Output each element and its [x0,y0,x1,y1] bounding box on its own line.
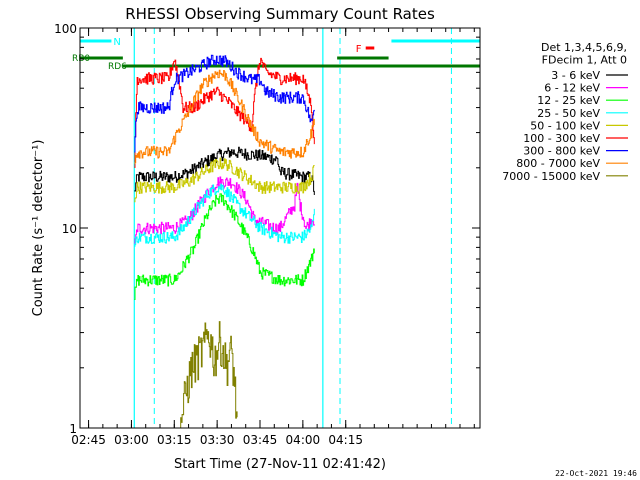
series-line-2 [134,193,315,300]
x-tick-label: 04:15 [328,433,363,447]
legend-entry-label: 6 - 12 keV [544,82,600,95]
x-tick-label: 03:30 [200,433,235,447]
legend: Det 1,3,4,5,6,9,FDecim 1, Att 0 3 - 6 keV… [502,41,628,183]
rd6-label: RD6 [108,62,127,72]
x-tick-label: 02:45 [71,433,106,447]
axis-ticks: 02:45 03:00 03:15 03:30 03:45 04:00 04:15 1 10 10… [54,22,480,447]
legend-entry-label: 50 - 100 keV [530,119,600,132]
series-layer [134,54,315,429]
x-tick-label: 03:00 [114,433,149,447]
legend-entry-label: 800 - 7000 keV [516,157,600,170]
legend-header: FDecim 1, Att 0 [542,54,627,67]
y-tick-label: 1 [69,422,77,436]
flare-label: F [356,44,362,55]
legend-entry-label: 3 - 6 keV [551,69,600,82]
series-line-5 [134,57,315,168]
x-tick-label: 03:45 [243,433,278,447]
series-line-8 [180,321,238,429]
footer-timestamp: 22-Oct-2021 19:46 [555,469,637,478]
night-label: N [113,37,120,48]
y-tick-label: 10 [62,222,77,236]
legend-entry-label: 12 - 25 keV [537,94,600,107]
legend-header: Det 1,3,4,5,6,9, [541,41,627,54]
legend-entry-label: 100 - 300 keV [523,132,600,145]
series-line-4 [134,157,315,203]
x-tick-label: 03:15 [157,433,192,447]
chart-title: RHESSI Observing Summary Count Rates [125,5,435,23]
x-axis-label: Start Time (27-Nov-11 02:41:42) [174,457,386,472]
series-line-7 [134,69,315,164]
legend-entry-label: 25 - 50 keV [537,107,600,120]
series-line-3 [134,183,315,247]
y-tick-label: 100 [54,22,77,36]
legend-entry-label: 7000 - 15000 keV [502,170,600,183]
series-line-1 [134,176,315,244]
y-axis-label: Count Rate (s⁻¹ detector⁻¹) [31,140,46,317]
series-line-6 [134,54,315,153]
x-tick-label: 04:00 [286,433,321,447]
series-line-0 [134,146,315,195]
legend-entry-label: 300 - 800 keV [523,145,600,158]
